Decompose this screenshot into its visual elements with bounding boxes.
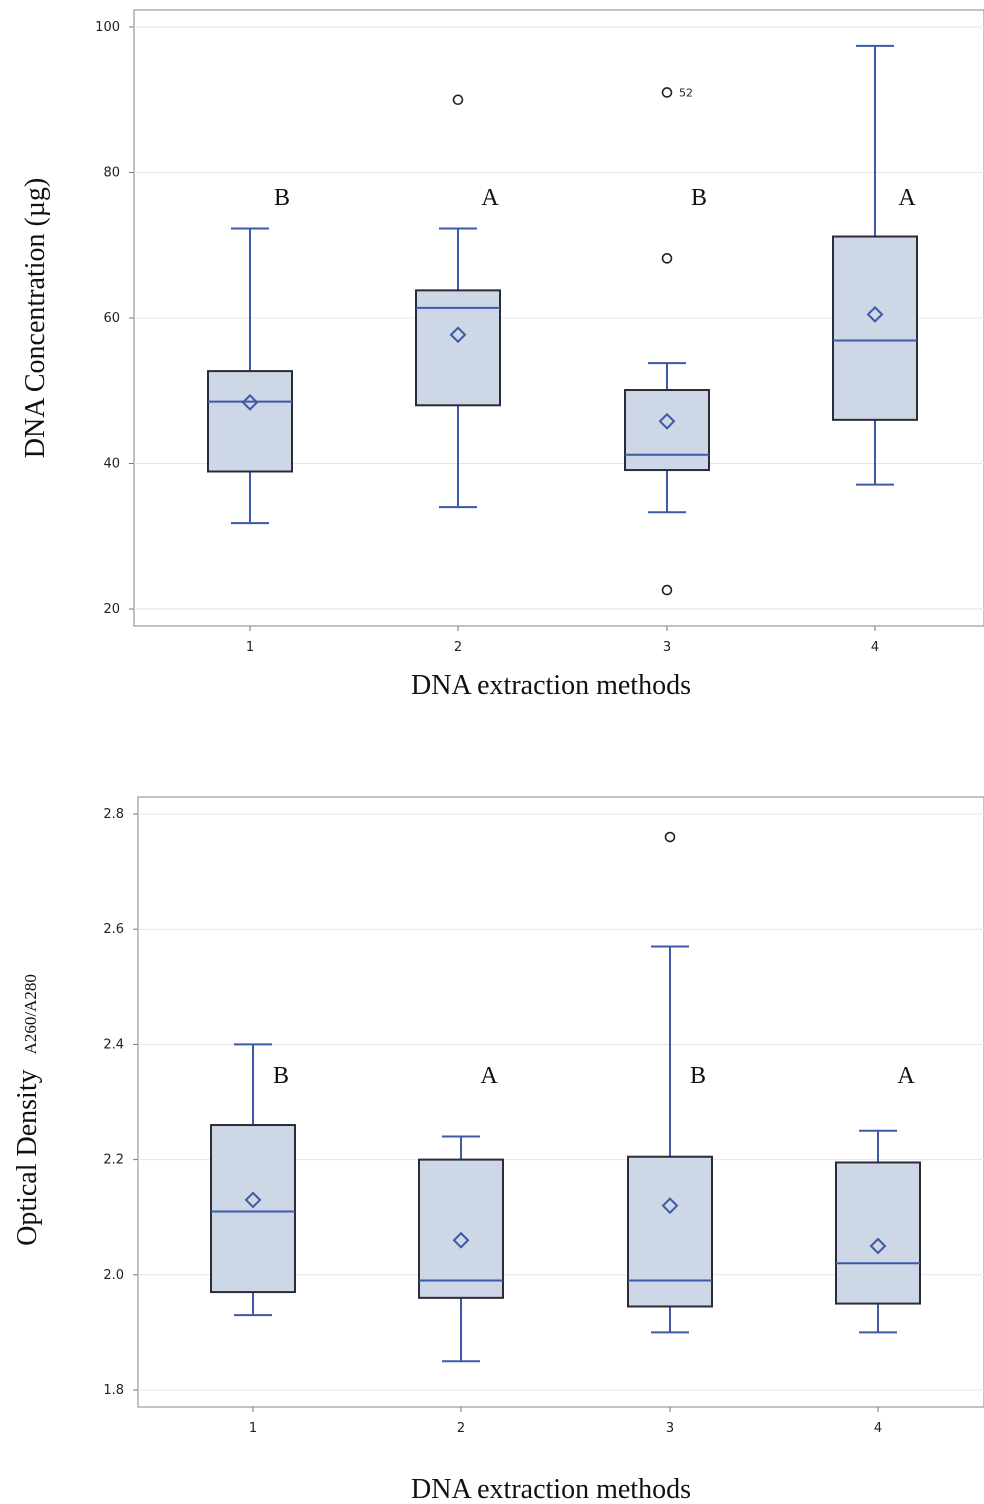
significance-letter: B [273,1063,289,1089]
iqr-box [624,389,710,472]
box-method-1: B [207,185,293,525]
y-axis-ticks: 1.8 2.0 2.2 2.4 2.6 2.8 [103,807,138,1398]
x-axis-title: DNA extraction methods [411,1474,691,1504]
mean-marker [658,412,676,430]
x-tick-label: 1 [246,640,254,655]
box-method-4: A [832,44,918,486]
significance-letter: A [480,1063,498,1089]
x-axis-ticks: 1 2 3 4 [246,626,879,655]
iqr-box [627,1155,713,1308]
mean-marker [661,1197,679,1215]
outlier-point [661,253,673,264]
significance-letter: B [274,185,290,211]
x-tick-label: 1 [249,1421,257,1436]
y-tick-label: 40 [103,457,120,472]
significance-letter: B [691,185,707,211]
iqr-box [418,1158,504,1299]
x-tick-label: 4 [871,640,879,655]
x-tick-label: 2 [457,1421,465,1436]
iqr-box [415,289,501,407]
significance-letter: A [897,1063,915,1089]
outlier-point [664,831,676,843]
box-method-2: A [418,1063,504,1363]
panel-optical-density: 1.8 2.0 2.2 2.4 2.6 2.8 B A B A 1 2 3 4 Optical Den… [12,796,984,1504]
outlier-point [661,87,673,98]
outlier-point [661,584,673,596]
box-series: B A 52 B A [207,44,918,596]
plot-frame [137,796,984,1408]
x-axis-ticks: 1 2 3 4 [249,1407,882,1436]
x-tick-label: 3 [666,1421,674,1436]
y-axis-title: DNA Concentration (µg) [20,178,51,459]
box-method-4: A [835,1063,921,1334]
significance-letter: A [898,185,916,211]
box-method-2: A [415,94,501,509]
y-tick-label: 2.4 [103,1037,124,1052]
outlier-label: 52 [679,86,693,99]
significance-letter: A [481,185,499,211]
y-tick-label: 2.0 [103,1268,124,1283]
box-method-3: 52 B [624,86,710,596]
iqr-box [207,370,293,473]
y-tick-label: 2.8 [103,807,124,822]
y-tick-label: 2.6 [103,922,124,937]
mean-marker [449,326,467,344]
panel-dna-concentration: 20 40 60 80 100 B A 52 B A 1 2 3 4 DNA Concentratio… [20,9,984,701]
y-tick-label: 80 [103,166,120,181]
mean-marker [244,1191,262,1209]
outlier-point [452,94,464,106]
box-method-1: B [210,1043,296,1317]
mean-marker [866,305,884,323]
iqr-box [832,235,918,421]
x-tick-label: 3 [663,640,671,655]
y-axis-ticks: 20 40 60 80 100 [95,20,134,617]
iqr-box [835,1161,921,1305]
y-tick-label: 20 [103,602,120,617]
box-method-3: B [627,831,713,1334]
x-axis-title: DNA extraction methods [411,670,691,701]
y-tick-label: 1.8 [103,1383,124,1398]
y-axis-title-sub: A260/A280 [21,974,40,1054]
mean-marker [241,393,259,411]
mean-marker [869,1237,887,1255]
y-tick-label: 100 [95,20,120,35]
y-axis-title: Optical Density A260/A280 [12,974,43,1246]
x-tick-label: 4 [874,1421,882,1436]
y-tick-label: 60 [103,311,120,326]
y-tick-label: 2.2 [103,1153,124,1168]
y-axis-title-main: Optical Density [12,1069,43,1246]
significance-letter: B [690,1063,706,1089]
x-tick-label: 2 [454,640,462,655]
iqr-box [210,1124,296,1294]
mean-marker [452,1231,470,1249]
